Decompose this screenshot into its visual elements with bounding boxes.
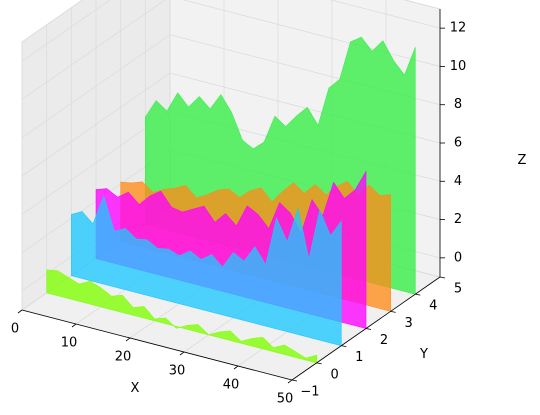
y-tick-mark [316, 362, 322, 365]
x-tick-mark [179, 351, 185, 356]
x-tick-mark [125, 337, 131, 342]
series-area-y0 [46, 269, 318, 364]
y-tick-label: 5 [454, 282, 462, 297]
x-tick-label: 50 [277, 392, 294, 407]
z-axis-label: Z [518, 153, 527, 168]
series-area-y1 [71, 195, 342, 347]
y-axis-label: Y [419, 347, 428, 362]
grid-z-left [21, 72, 171, 177]
y-tick-mark [291, 379, 298, 382]
grid-z-left [21, 34, 171, 139]
z-tick-label: 6 [454, 136, 462, 151]
x-axis-line [21, 309, 293, 381]
y-tick-label: 2 [380, 333, 388, 348]
x-tick-mark [71, 323, 77, 328]
y-tick-mark [390, 310, 396, 313]
z-tick-label: 2 [454, 212, 462, 227]
z-tick-label: 0 [454, 250, 462, 265]
z-tick-label: 8 [454, 97, 462, 112]
y-tick-label: 4 [429, 299, 437, 314]
x-tick-label: 30 [169, 364, 186, 379]
x-tick-label: 10 [61, 336, 78, 351]
x-tick-label: 0 [11, 322, 19, 337]
x-tick-mark [233, 365, 239, 370]
grid-z-left [21, 0, 166, 100]
y-tick-mark [365, 328, 372, 330]
y-tick-label: −1 [300, 385, 319, 400]
grid-z-back [329, 0, 441, 29]
y-tick-mark [439, 276, 446, 279]
y-tick-label: 0 [331, 367, 339, 382]
grid-z-back [182, 0, 441, 67]
x-axis-label: X [131, 381, 140, 396]
grid-z-left [21, 0, 111, 62]
x-tick-mark [17, 309, 23, 314]
y-tick-mark [341, 345, 347, 348]
x-tick-label: 40 [223, 378, 240, 393]
x-tick-label: 20 [115, 350, 132, 365]
series-layer [46, 36, 416, 364]
y-tick-label: 3 [405, 316, 413, 331]
y-tick-mark [415, 293, 421, 296]
z-tick-label: 12 [450, 21, 467, 36]
z-tick-label: 4 [454, 174, 462, 189]
x-tick-mark [287, 379, 293, 384]
z-tick-label: 10 [450, 59, 467, 74]
y-tick-label: 1 [355, 350, 363, 365]
